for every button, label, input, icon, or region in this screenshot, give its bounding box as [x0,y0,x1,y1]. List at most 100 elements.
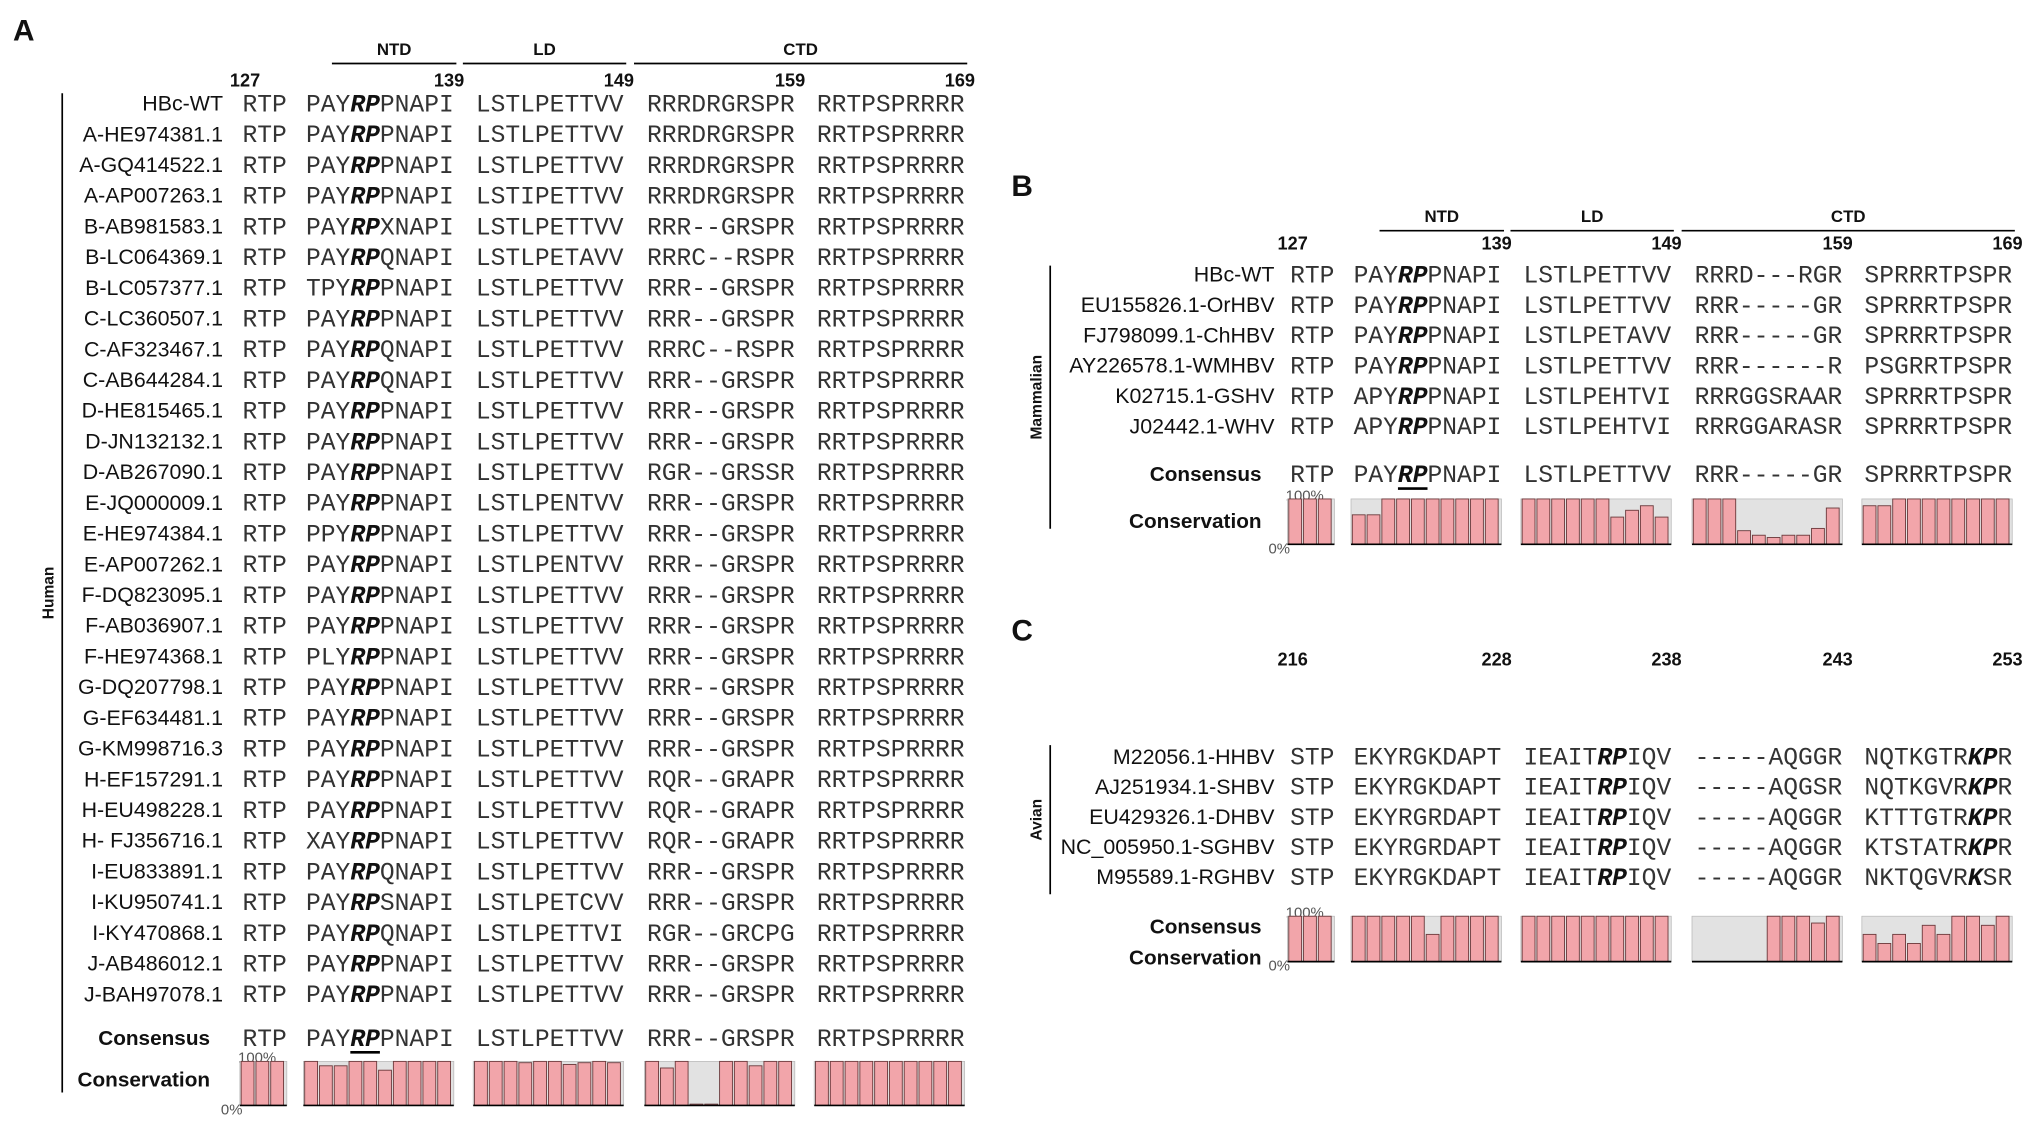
residues: RTP [242,983,286,1010]
conservation-bar [562,1064,577,1106]
residues: RTP [242,645,286,672]
residues: LSTLPETTVV [476,92,624,119]
conservation-bar [1639,505,1654,545]
residues: PAY [306,246,351,273]
residues: LSTLPETTVV [1523,294,1671,321]
conservation-bar [1536,915,1551,963]
consensus-label: Consensus [1150,915,1262,938]
conservation-tick-label: 0% [1269,541,1291,557]
position-label: 139 [1482,234,1512,254]
residues: RP [350,492,380,519]
conservation-bar [1936,498,1951,545]
conservation-bar [1825,915,1840,963]
conservation-bar [1317,498,1332,545]
residues: SPRRRTPSPR [1864,415,2012,442]
residues: RP [1597,836,1627,863]
residues: RRR-----GR [1695,463,1843,490]
residues: RRR--GRSPR [647,522,795,549]
sequence-name: J-AB486012.1 [87,952,223,976]
residues: SPRRRTPSPR [1864,463,2012,490]
sequence-name: EU429326.1-DHBV [1089,805,1275,829]
residues: RTP [242,215,286,242]
conservation-bar [933,1060,948,1106]
residues: RP [1398,463,1428,490]
residues: RP [350,553,380,580]
residues: NQTKGTR [1864,746,1968,773]
conservation-bar [1862,505,1877,545]
conservation-bar [1455,498,1470,545]
residues: RQR--GRAPR [647,799,795,826]
sequence-name: E-HE974384.1 [83,522,223,546]
residues: PAY [1354,294,1399,321]
conservation-bar [1288,915,1303,963]
conservation-bar [1381,498,1396,545]
conservation-bar [1995,498,2010,545]
conservation-bar [1351,915,1366,963]
sequence-name: A-AP007263.1 [84,184,223,208]
conservation-bar [1410,498,1425,545]
residues: R [1997,776,2012,803]
consensus-label: Consensus [1150,463,1262,486]
conservation-bar [1654,915,1669,963]
residues: RRR--GRSPR [647,952,795,979]
residues: RRTPSPRRRR [817,553,965,580]
residues: PNAPI [380,492,454,519]
conservation-bar [1877,505,1892,545]
residues: LSTLPETTVV [476,768,624,795]
residues: PNAPI [380,123,454,150]
conservation-bar [474,1060,488,1106]
residues: RP [350,246,380,273]
conservation-bar [1951,915,1966,963]
residues: RTP [242,246,286,273]
residues: RRTPSPRRRR [817,615,965,642]
residues: LSTLPETTVV [476,307,624,334]
conservation-bar [1381,915,1396,963]
conservation-bar [1722,498,1737,545]
residues: PNAPI [1428,294,1502,321]
conservation-bar [1610,915,1625,963]
residues: RTP [1290,463,1334,490]
sequence-name: C-AB644284.1 [83,368,223,392]
conservation-bar [748,1065,763,1106]
residues: PAY [306,369,351,396]
residues: RRR-----GR [1695,294,1843,321]
sequence-name: I-KU950741.1 [91,890,223,914]
residues: RP [350,154,380,181]
residues: APY [1354,385,1399,412]
residues: RRR--GRSPR [647,707,795,734]
conservation-bar [948,1060,962,1106]
residues: RP [350,92,380,119]
sequence-name: J-BAH97078.1 [84,982,223,1006]
residues: PAY [306,400,351,427]
residues: PAY [306,154,351,181]
residues: RTP [242,830,286,857]
conservation-bar [1951,498,1966,545]
residues: PNAPI [380,154,454,181]
residues: KTTTGTR [1864,806,1968,833]
conservation-bar [1966,915,1980,963]
residues: RRRC--RSPR [647,338,795,365]
residues: PAY [306,676,351,703]
conservation-bar [903,1060,918,1106]
residues: LSTLPETTVV [476,645,624,672]
residues: RP [350,799,380,826]
conservation-bar [778,1060,793,1106]
conservation-bar [1410,915,1425,963]
residues: RP [350,860,380,887]
consensus-label: Consensus [98,1027,210,1050]
residues: LSTLPENTVV [476,553,624,580]
conservation-bar [547,1060,562,1106]
residues: KP [1968,806,1998,833]
residues: RRTPSPRRRR [817,307,965,334]
sequence-name: NC_005950.1-SGHBV [1061,835,1276,859]
residues: RP [350,369,380,396]
sequence-name: I-KY470868.1 [92,921,223,945]
residues: LSTLPETTVV [1523,264,1671,291]
residues: APY [1354,415,1399,442]
sequence-name: I-EU833891.1 [91,859,223,883]
position-label: 159 [1823,234,1853,254]
residues: PAY [306,1027,351,1054]
conservation-bar [1625,509,1639,545]
residues: RRR-----GR [1695,324,1843,351]
conservation-bar [1825,507,1840,545]
